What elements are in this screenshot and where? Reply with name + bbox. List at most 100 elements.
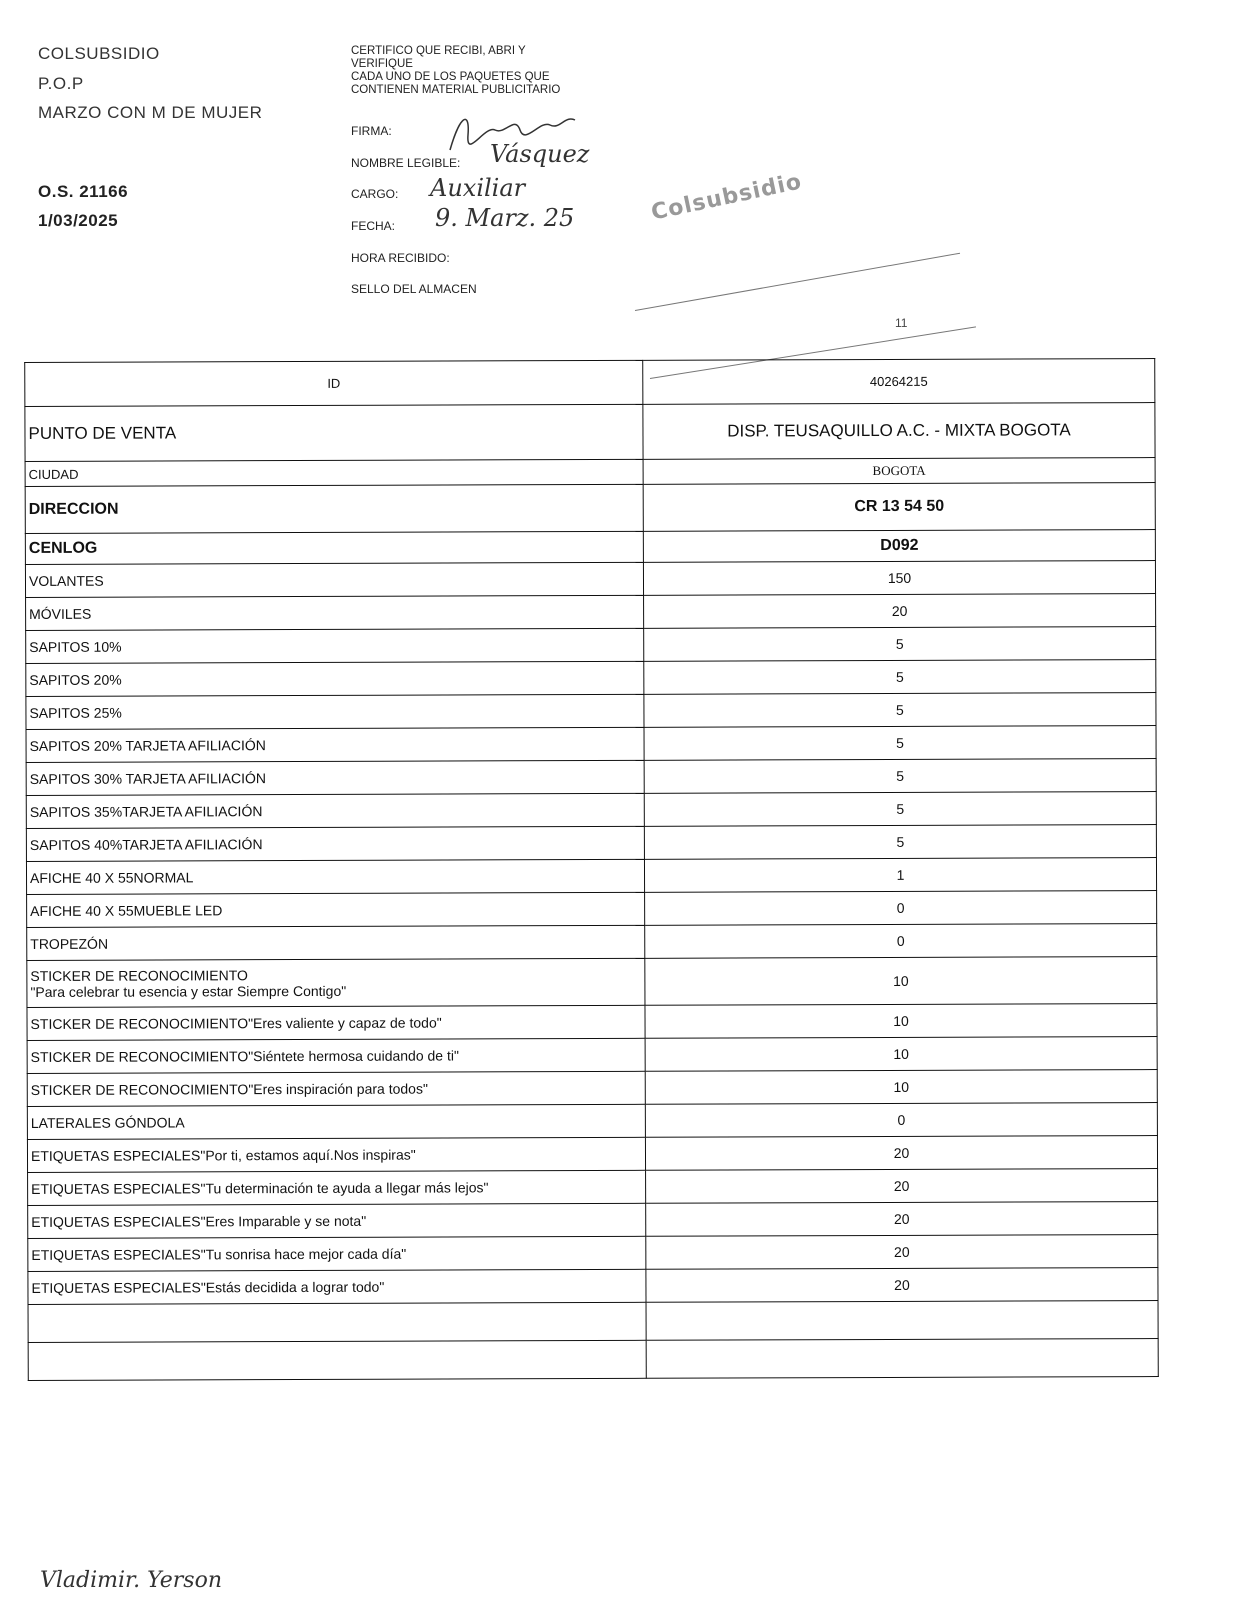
table-row: LATERALES GÓNDOLA 0 [27,1102,1158,1140]
mark-number: 11 [895,316,908,330]
cargo-value: Auxiliar [430,174,526,202]
item-name: MÓVILES [25,595,644,631]
item-name: VOLANTES [25,562,644,598]
cargo-label: CARGO: [351,187,399,201]
empty-cell [28,1340,647,1381]
certification-text: CERTIFICO QUE RECIBI, ABRI Y VERIFIQUE C… [351,45,560,97]
item-name: LATERALES GÓNDOLA [27,1104,646,1140]
item-name-text: SAPITOS 20% [29,671,122,688]
item-name-text: SAPITOS 10% [29,638,122,655]
item-name-text: ETIQUETAS ESPECIALES"Estás decidida a lo… [31,1278,385,1296]
item-name-text: SAPITOS 40%TARJETA AFILIACIÓN [29,836,263,853]
item-qty: 5 [644,791,1157,827]
item-qty: 5 [644,725,1157,761]
empty-cell [28,1302,647,1343]
item-qty: 10 [644,956,1157,1006]
item-name: ETIQUETAS ESPECIALES"Estás decidida a lo… [27,1269,647,1305]
item-name: SAPITOS 40%TARJETA AFILIACIÓN [26,826,645,862]
item-name: ETIQUETAS ESPECIALES"Eres Imparable y se… [27,1203,646,1239]
item-qty: 5 [643,659,1156,695]
table-row: ETIQUETAS ESPECIALES"Tu sonrisa hace mej… [27,1234,1158,1272]
item-name: ETIQUETAS ESPECIALES"Tu determinación te… [27,1170,646,1206]
table-row: CENLOG D092 [25,529,1156,565]
item-qty: 10 [645,1069,1158,1105]
table-row: TROPEZÓN 0 [26,923,1157,961]
item-name-text: ETIQUETAS ESPECIALES"Tu sonrisa hace mej… [31,1245,407,1263]
item-name-text: MÓVILES [29,605,92,622]
table-row: MÓVILES 20 [25,593,1156,631]
item-qty: 5 [643,692,1157,728]
item-name: STICKER DE RECONOCIMIENTO"Siéntete hermo… [27,1038,646,1074]
empty-cell [646,1300,1159,1341]
signature-firma [449,118,576,151]
item-name: SAPITOS 30% TARJETA AFILIACIÓN [26,760,645,796]
sello-label: SELLO DEL ALMACEN [351,282,477,296]
campaign-name: MARZO CON M DE MUJER [38,103,263,122]
ciudad-label: CIUDAD [25,459,644,487]
item-qty: 20 [645,1234,1158,1270]
table-row: ETIQUETAS ESPECIALES"Estás decidida a lo… [27,1267,1159,1305]
id-value: 40264215 [642,358,1155,405]
item-qty: 20 [645,1135,1158,1171]
item-name: SAPITOS 25% [25,694,645,730]
item-qty: 0 [644,923,1157,959]
table-row: ETIQUETAS ESPECIALES"Eres Imparable y se… [27,1201,1158,1239]
item-name-text: SAPITOS 30% TARJETA AFILIACIÓN [29,770,266,787]
fecha-value: 9. Marz. 25 [435,204,575,232]
item-qty: 20 [643,593,1156,629]
table-row: AFICHE 40 X 55NORMAL 1 [26,857,1157,895]
item-name-text: STICKER DE RECONOCIMIENTO"Siéntete hermo… [30,1047,459,1065]
direccion-label: DIRECCION [25,484,644,534]
item-qty: 0 [645,1102,1158,1138]
item-name-text: SAPITOS 25% [29,704,122,721]
item-name-text: ETIQUETAS ESPECIALES"Eres Imparable y se… [31,1212,367,1230]
table-row: SAPITOS 10% 5 [25,626,1156,664]
item-name: SAPITOS 20% [25,661,644,697]
cenlog-label: CENLOG [25,531,644,565]
table-row: STICKER DE RECONOCIMIENTO"Siéntete hermo… [27,1036,1158,1074]
table-row-empty [28,1338,1159,1381]
firma-label: FIRMA: [351,124,392,138]
item-name-text: STICKER DE RECONOCIMIENTO"Eres inspiraci… [30,1080,428,1098]
table-row: ID 40264215 [24,358,1155,407]
table-row: DIRECCION CR 13 54 50 [25,482,1156,534]
item-qty: 10 [645,1036,1158,1072]
table-row: SAPITOS 40%TARJETA AFILIACIÓN 5 [26,824,1157,862]
table-row: SAPITOS 20% TARJETA AFILIACIÓN 5 [26,725,1157,763]
cert-line: VERIFIQUE [351,58,413,70]
table-row: SAPITOS 35%TARJETA AFILIACIÓN 5 [26,791,1157,829]
item-name-text: SAPITOS 20% TARJETA AFILIACIÓN [29,737,266,754]
order-number: O.S. 21166 [38,182,129,201]
punto-value: DISP. TEUSAQUILLO A.C. - MIXTA BOGOTA [642,402,1156,460]
hora-label: HORA RECIBIDO: [351,251,450,265]
item-name: SAPITOS 20% TARJETA AFILIACIÓN [26,727,645,763]
punto-label: PUNTO DE VENTA [24,404,644,462]
empty-cell [646,1338,1159,1379]
cert-line: CONTIENEN MATERIAL PUBLICITARIO [351,84,561,96]
item-name-text: ETIQUETAS ESPECIALES"Por ti, estamos aqu… [30,1146,416,1164]
table-row: ETIQUETAS ESPECIALES"Tu determinación te… [27,1168,1158,1206]
table-row: ETIQUETAS ESPECIALES"Por ti, estamos aqu… [27,1135,1158,1173]
item-name-text: STICKER DE RECONOCIMIENTO"Eres valiente … [30,1014,442,1032]
table-row: STICKER DE RECONOCIMIENTO "Para celebrar … [26,956,1157,1008]
item-qty: 20 [645,1168,1158,1204]
table-row: SAPITOS 20% 5 [25,659,1156,697]
nombre-value: Vásquez [490,140,590,168]
item-qty: 10 [644,1003,1158,1039]
item-qty: 150 [643,560,1156,596]
item-name-text: TROPEZÓN [30,935,109,952]
item-name-text: "Para celebrar tu esencia y estar Siempr… [30,982,347,1000]
item-qty: 20 [645,1267,1159,1303]
ciudad-value: BOGOTA [643,457,1156,485]
item-qty: 5 [644,758,1157,794]
item-name-text: AFICHE 40 X 55MUEBLE LED [30,902,223,919]
fecha-label: FECHA: [351,219,396,233]
org-name: COLSUBSIDIO [38,44,160,63]
order-date: 1/03/2025 [38,211,119,230]
nombre-label: NOMBRE LEGIBLE: [351,156,461,170]
scan-line [634,252,961,311]
item-name-text: VOLANTES [28,572,104,589]
item-qty: 20 [645,1201,1158,1237]
table-row: SAPITOS 25% 5 [25,692,1157,730]
item-name-text: ETIQUETAS ESPECIALES"Tu determinación te… [31,1179,489,1197]
